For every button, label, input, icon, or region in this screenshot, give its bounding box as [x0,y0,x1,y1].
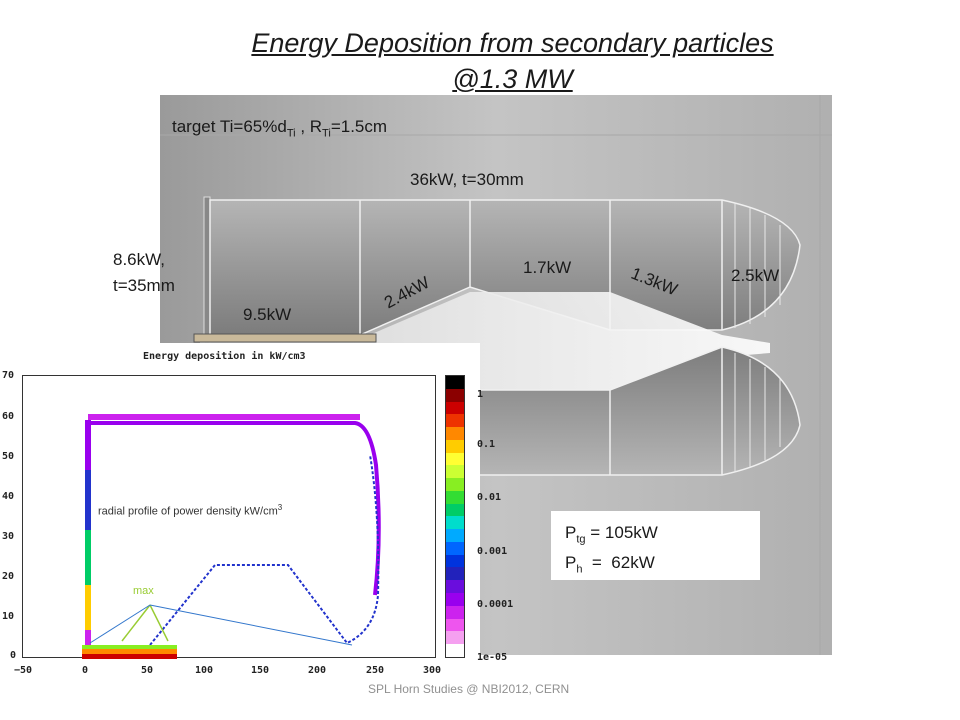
plot-frame [22,375,436,658]
label-outer-conductor: 36kW, t=30mm [410,170,524,189]
x-tick: 100 [195,665,214,676]
y-tick: 30 [2,531,15,542]
annotation-overlay [72,395,424,545]
y-tick: 50 [2,451,15,462]
y-tick: 10 [2,611,15,622]
y-tick: 60 [2,411,15,422]
x-tick: 250 [366,665,385,676]
colorbar-label: 0.001 [477,546,508,557]
colorbar-swatch [446,554,464,568]
slide-title-line1: Energy Deposition from secondary particl… [251,28,774,58]
slide-title-line2: @1.3 MW [452,64,573,94]
max-pointer-arrows [89,604,353,646]
colorbar-swatch [446,529,464,542]
x-tick: 50 [141,665,154,676]
max-label: max [133,585,154,597]
colorbar-swatch [446,618,464,632]
colorbar-swatch [446,541,464,555]
slide-footer: SPL Horn Studies @ NBI2012, CERN [368,682,570,696]
ph-total: Ph = 62kW [565,553,655,576]
colorbar-swatch [446,388,464,402]
x-tick: 0 [82,665,89,676]
label-inner-left-1: 8.6kW, [113,250,165,269]
colorbar-swatch [446,427,464,440]
y-tick: 0 [10,650,17,661]
colorbar-label: 0.1 [477,439,496,450]
colorbar-swatch [446,644,464,657]
label-inner-left-2: t=35mm [113,276,175,295]
label-end-cap: 2.5kW [731,266,780,285]
label-neck: 1.7kW [523,258,572,277]
colorbar-swatch [446,490,464,504]
target-note: target Ti=65%dTi , RTi=1.5cm [172,117,388,140]
colorbar-swatch [446,452,464,466]
y-tick: 20 [2,571,15,582]
colorbar-label: 1e-05 [477,652,508,663]
colorbar-swatch [446,439,464,453]
colorbar-swatch [446,401,464,415]
colorbar-label: 0.01 [477,492,502,503]
colorbar-label: 0.0001 [477,599,514,610]
plot-title: Energy deposition in kW/cm3 [143,351,306,362]
colorbar-swatch [446,376,464,389]
ptg-total: Ptg = 105kW [565,523,658,546]
colorbar-swatch [446,516,464,530]
x-tick: 150 [251,665,270,676]
label-inner-rod: 9.5kW [243,305,292,324]
colorbar-swatch [446,478,464,491]
energy-deposition-plot: Energy deposition in kW/cm3 70 60 50 40 … [0,343,480,688]
y-tick: 70 [2,370,15,381]
x-tick: 300 [423,665,442,676]
power-totals-box: Ptg = 105kW Ph = 62kW [551,511,760,580]
colorbar-swatch [446,580,464,594]
colorbar-swatch [446,605,464,619]
colorbar-swatch [446,465,464,479]
colorbar-swatch [446,567,464,581]
colorbar-swatch [446,593,464,606]
x-tick: −50 [14,665,33,676]
deposition-map [82,414,381,659]
colorbar [445,375,465,658]
annotation-text: radial profile of power density kW/cm3 [98,503,283,518]
colorbar-label: 1 [477,389,484,400]
y-tick: 40 [2,491,15,502]
x-tick: 200 [308,665,327,676]
colorbar-swatch [446,503,464,517]
colorbar-swatch [446,414,464,428]
colorbar-swatch [446,631,464,645]
